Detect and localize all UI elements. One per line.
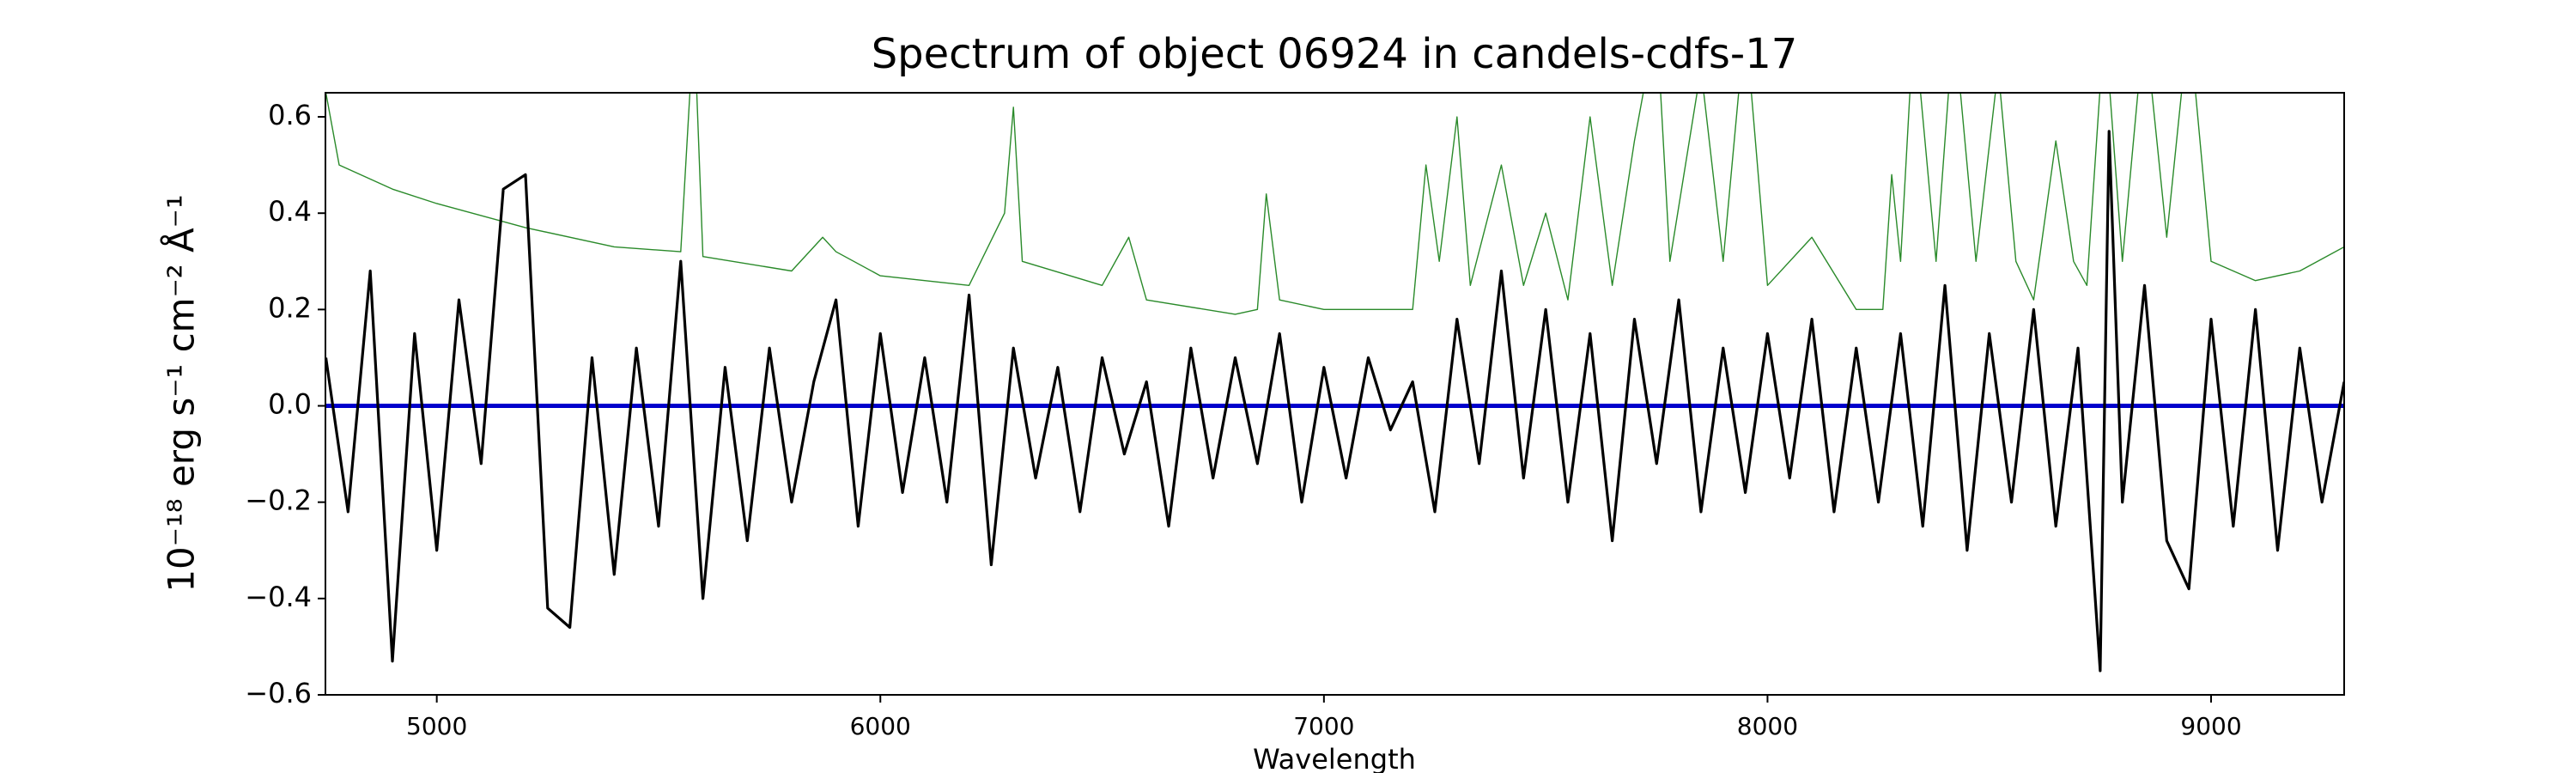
y-tick-label: −0.4 bbox=[245, 581, 312, 613]
y-tick-label: 0.0 bbox=[268, 388, 312, 421]
y-axis-label: 10⁻¹⁸ erg s⁻¹ cm⁻² Å⁻¹ bbox=[160, 194, 203, 592]
series-line bbox=[325, 93, 2344, 315]
x-tick-label: 5000 bbox=[406, 712, 467, 740]
x-tick-label: 8000 bbox=[1737, 712, 1798, 740]
series-line bbox=[325, 130, 2344, 673]
y-tick-label: −0.2 bbox=[245, 484, 312, 517]
x-tick-label: 6000 bbox=[850, 712, 911, 740]
y-tick-label: −0.6 bbox=[245, 677, 312, 709]
y-tick-label: 0.2 bbox=[268, 291, 312, 324]
plot-frame bbox=[325, 92, 2345, 696]
x-tick-label: 7000 bbox=[1293, 712, 1354, 740]
chart-title: Spectrum of object 06924 in candels-cdfs… bbox=[872, 30, 1798, 78]
y-tick-label: 0.6 bbox=[268, 99, 312, 131]
y-tick-label: 0.4 bbox=[268, 195, 312, 228]
x-axis-label: Wavelength bbox=[1253, 743, 1416, 773]
x-tick-label: 9000 bbox=[2180, 712, 2241, 740]
